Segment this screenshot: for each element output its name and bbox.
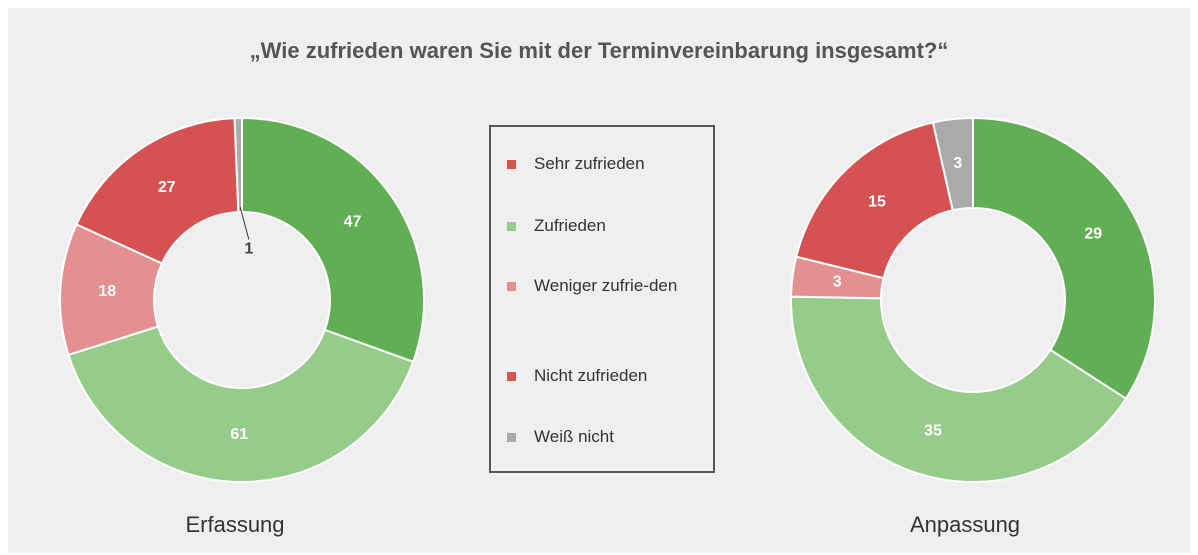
legend-label: Nicht zufrieden	[534, 366, 648, 385]
legend-label: Sehr zufrieden	[534, 154, 645, 173]
legend-label: Weiß nicht	[534, 427, 614, 446]
slice	[795, 121, 954, 280]
data-label: 3	[833, 274, 842, 291]
legend-item: Nicht zufrieden	[507, 366, 648, 387]
chart-subtitle: Anpassung	[910, 512, 1020, 537]
slice	[972, 116, 1156, 401]
legend-swatch	[507, 222, 516, 231]
slice	[75, 117, 240, 265]
data-label: 35	[924, 422, 942, 439]
legend-label: Weniger zufrie-den	[534, 276, 678, 295]
slice	[67, 325, 415, 483]
legend-swatch	[507, 372, 516, 381]
leader-line	[239, 206, 250, 240]
chart-title: „Wie zufrieden waren Sie mit der Terminv…	[250, 38, 949, 63]
legend-label: Zufrieden	[534, 216, 606, 235]
legend-item: Sehr zufrieden	[507, 154, 645, 175]
data-label: 15	[868, 193, 886, 210]
slice	[931, 116, 974, 212]
data-label: 1	[244, 241, 253, 258]
data-label: 3	[953, 155, 962, 172]
legend-swatch	[507, 282, 516, 291]
slice	[790, 295, 1128, 483]
data-label: 18	[98, 283, 116, 300]
legend-item: Weiß nicht	[507, 427, 614, 448]
data-label: 27	[158, 179, 176, 196]
chart-subtitle: Erfassung	[185, 512, 284, 537]
data-label: 29	[1084, 226, 1102, 243]
legend: Sehr zufrieden Zufrieden Weniger zufrie-de…	[489, 125, 715, 473]
slice	[241, 116, 425, 364]
legend-swatch	[507, 433, 516, 442]
legend-item: Weniger zufrie-den	[507, 276, 678, 297]
data-label: 47	[344, 214, 362, 231]
legend-item: Zufrieden	[507, 216, 606, 237]
slice	[233, 116, 243, 214]
data-label: 61	[230, 426, 248, 443]
legend-swatch	[507, 160, 516, 169]
